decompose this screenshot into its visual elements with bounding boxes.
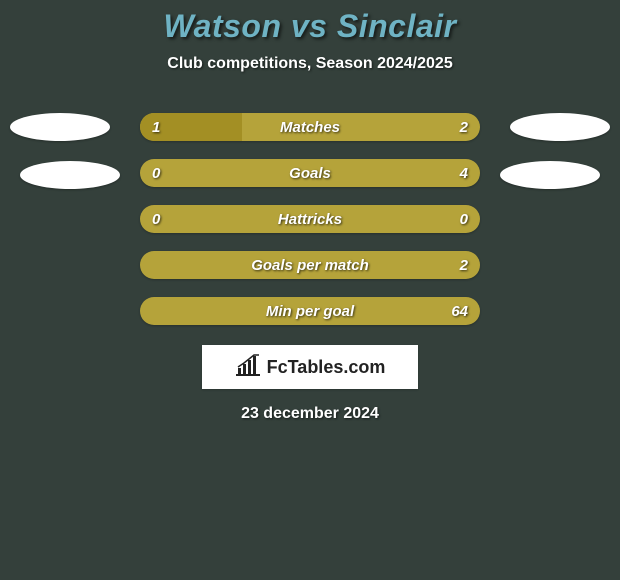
stat-fill-left <box>140 113 242 141</box>
source-logo-text: FcTables.com <box>267 357 386 378</box>
stat-value-left: 0 <box>152 205 160 233</box>
page-subtitle: Club competitions, Season 2024/2025 <box>0 55 620 73</box>
stat-value-right: 0 <box>460 205 468 233</box>
player-badge-right-secondary <box>500 161 600 189</box>
stat-label: Hattricks <box>140 205 480 233</box>
source-logo: FcTables.com <box>202 345 418 389</box>
stat-value-right: 4 <box>460 159 468 187</box>
stat-value-right: 2 <box>460 251 468 279</box>
stat-rows: 12Matches04Goals00Hattricks2Goals per ma… <box>140 113 480 325</box>
stat-label: Min per goal <box>140 297 480 325</box>
stat-label: Goals per match <box>140 251 480 279</box>
date-label: 23 december 2024 <box>0 405 620 423</box>
stat-row: 0 0Hattricks <box>140 205 480 233</box>
stat-value-right: 64 <box>451 297 468 325</box>
stat-value-left: 0 <box>152 159 160 187</box>
stat-row: 12Matches <box>140 113 480 141</box>
player-badge-left-primary <box>10 113 110 141</box>
comparison-infographic: Watson vs Sinclair Club competitions, Se… <box>0 0 620 580</box>
stat-row: 64Min per goal <box>140 297 480 325</box>
player-badge-left-secondary <box>20 161 120 189</box>
player-badge-right-primary <box>510 113 610 141</box>
stat-row: 0 4Goals <box>140 159 480 187</box>
bar-chart-icon <box>235 354 261 381</box>
stat-row: 2Goals per match <box>140 251 480 279</box>
page-title: Watson vs Sinclair <box>0 8 620 45</box>
stat-value-right: 2 <box>460 113 468 141</box>
stat-label: Goals <box>140 159 480 187</box>
content-area: 12Matches04Goals00Hattricks2Goals per ma… <box>0 113 620 423</box>
